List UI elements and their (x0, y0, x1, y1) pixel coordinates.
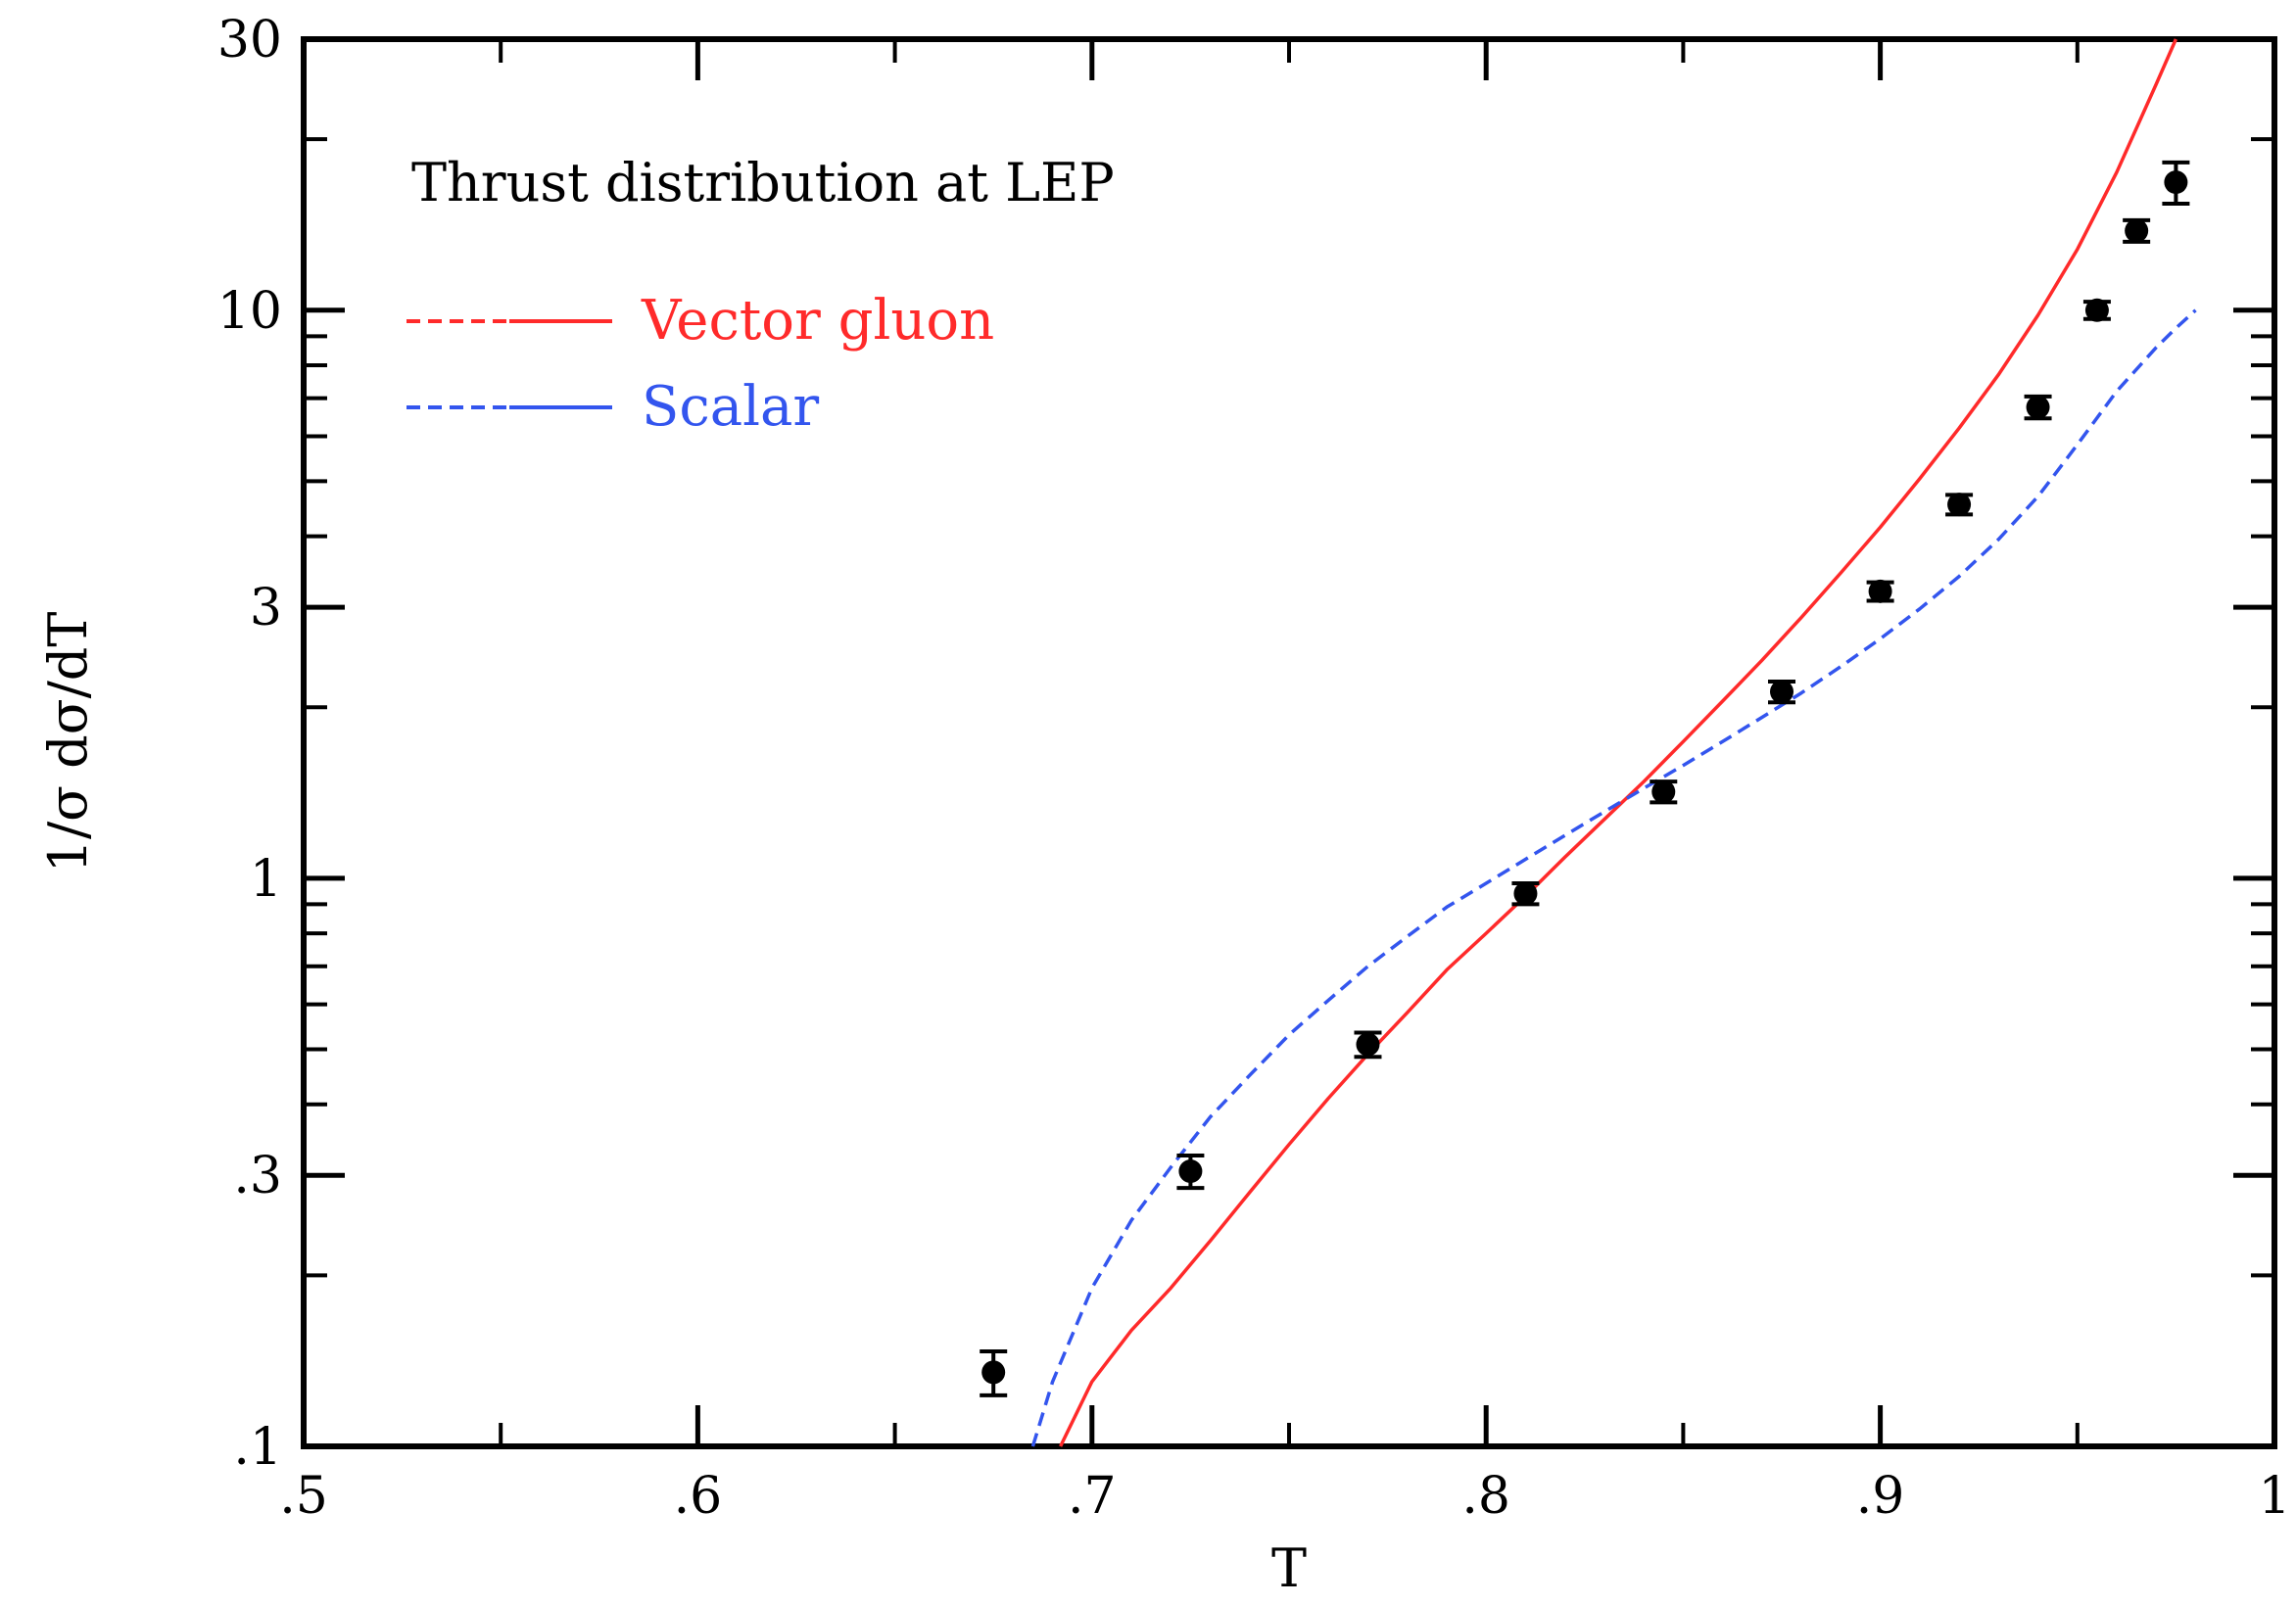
y-tick-label: .1 (233, 1418, 282, 1477)
y-tick-label: .3 (233, 1147, 282, 1205)
y-tick-label: 30 (217, 11, 282, 70)
chart-title: Thrust distribution at LEP (411, 152, 1115, 213)
x-tick-label: .9 (1856, 1467, 1905, 1526)
data-point (1356, 1032, 1380, 1057)
legend: Vector gluon Scalar (407, 289, 994, 439)
data-points (980, 160, 2190, 1397)
data-point (2164, 170, 2188, 195)
x-tick-label: .7 (1068, 1467, 1117, 1526)
x-tick-label: 1 (2258, 1467, 2290, 1526)
data-point (2125, 218, 2149, 243)
plot-frame (301, 36, 2277, 1449)
x-tick-label: .6 (674, 1467, 723, 1526)
data-point (981, 1360, 1006, 1385)
data-point (1513, 881, 1538, 906)
series-layer (1030, 38, 2197, 1447)
data-point (1868, 579, 1892, 603)
legend-label-scalar: Scalar (642, 375, 819, 439)
y-tick-label: 3 (250, 579, 282, 637)
data-point (2084, 298, 2109, 322)
axis-ticks (301, 36, 2277, 1449)
data-point (1770, 680, 1794, 704)
y-tick-label: 10 (217, 282, 282, 341)
tick-labels: .5 .6 .7 .8 .9 1 .1 .3 1 3 10 30 (217, 11, 2291, 1526)
y-tick-label: 1 (250, 850, 282, 909)
series-line-vector-gluon (1059, 38, 2178, 1447)
data-point (2026, 395, 2050, 419)
x-tick-label: .8 (1461, 1467, 1510, 1526)
plot-area (301, 36, 2277, 1449)
x-tick-label: .5 (279, 1467, 328, 1526)
series-line-scalar (1030, 308, 2197, 1447)
data-point (1651, 779, 1676, 804)
y-axis-title: 1/σ dσ/dT (37, 612, 99, 873)
legend-label-vector: Vector gluon (641, 289, 994, 353)
data-point (1947, 493, 1972, 517)
x-axis-title: T (1271, 1537, 1307, 1599)
data-point (1178, 1159, 1203, 1184)
